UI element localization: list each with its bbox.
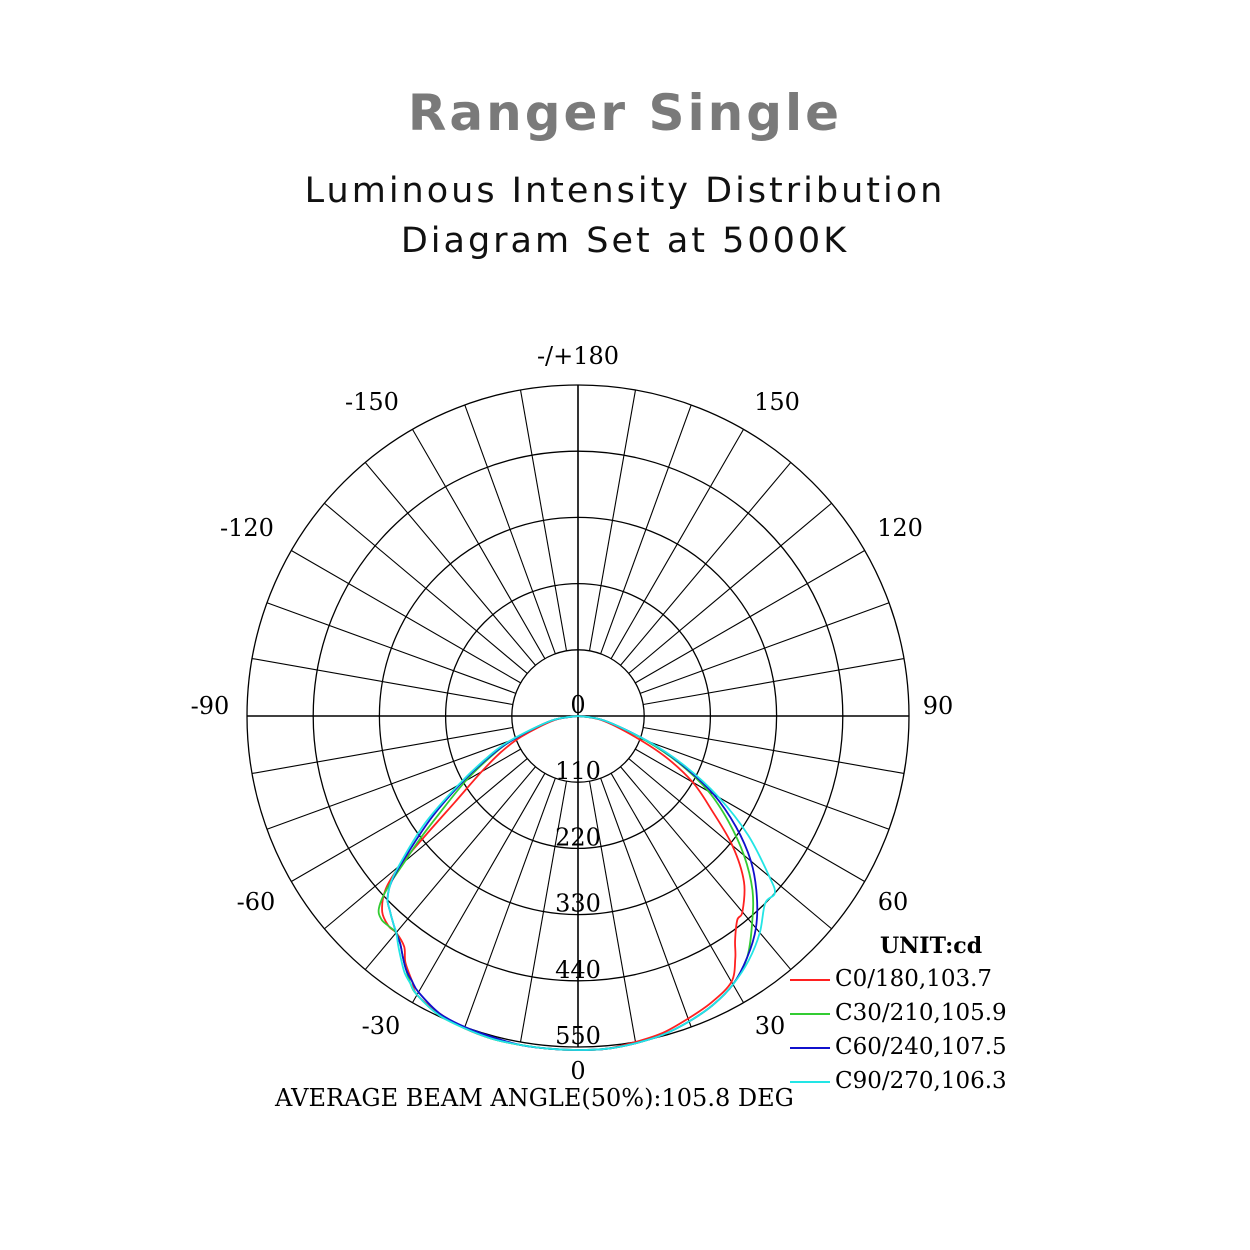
angle-label: -/+180 <box>537 342 619 370</box>
radial-tick-label: 220 <box>555 823 601 851</box>
grid-spoke <box>610 429 744 659</box>
subtitle-line-1: Luminous Intensity Distribution <box>304 171 946 211</box>
grid-spoke <box>324 758 528 930</box>
grid-spoke <box>628 758 832 930</box>
grid-spoke <box>600 404 692 654</box>
angle-label: 0 <box>570 1057 585 1085</box>
beam-angle-footer: AVERAGE BEAM ANGLE(50%):105.8 DEG <box>274 1084 794 1112</box>
chart-title: Ranger Single <box>407 84 843 142</box>
grid-spoke <box>412 429 546 659</box>
legend-unit: UNIT:cd <box>880 933 982 959</box>
angle-label: -30 <box>362 1012 401 1040</box>
grid-spoke <box>643 657 905 706</box>
legend: UNIT:cd C0/180,103.7 C30/210,105.9 C60/240,… <box>790 933 1007 1094</box>
angle-label: -90 <box>191 692 230 720</box>
grid-spoke <box>628 502 832 674</box>
grid-spoke <box>464 778 556 1028</box>
angle-label: 150 <box>754 388 800 416</box>
grid-spoke <box>610 773 744 1003</box>
radial-tick-label: 550 <box>555 1022 601 1050</box>
grid-spoke <box>620 462 792 666</box>
legend-entry: C60/240,107.5 <box>835 1034 1007 1060</box>
chart-subtitle: Luminous Intensity Distribution Diagram … <box>0 166 1250 266</box>
legend-entry: C0/180,103.7 <box>835 966 992 992</box>
grid-spoke <box>412 773 546 1003</box>
grid-spoke <box>364 766 536 970</box>
angle-label: 120 <box>877 514 923 542</box>
radial-tick-label: 440 <box>555 956 601 984</box>
series-curve-3 <box>386 715 776 1051</box>
angle-label: 60 <box>878 888 909 916</box>
grid-spoke <box>291 748 521 882</box>
angle-label: 90 <box>923 692 954 720</box>
grid-spoke <box>640 602 890 694</box>
legend-entry: C30/210,105.9 <box>835 1000 1007 1026</box>
legend-entry: C90/270,106.3 <box>835 1068 1007 1094</box>
grid-spoke <box>620 766 792 970</box>
grid-spoke <box>519 389 568 651</box>
angle-label: -60 <box>237 888 276 916</box>
polar-grid <box>246 384 910 1048</box>
intensity-curves <box>377 715 776 1051</box>
angle-label: 30 <box>755 1012 786 1040</box>
radial-tick-label: 110 <box>555 757 601 785</box>
grid-spoke <box>600 778 692 1028</box>
grid-spoke <box>519 781 568 1043</box>
grid-spoke <box>643 726 905 775</box>
grid-spoke <box>291 550 521 684</box>
grid-spoke <box>266 738 516 830</box>
angle-label: -150 <box>345 388 399 416</box>
grid-spoke <box>364 462 536 666</box>
radial-tick-label: 0 <box>570 691 585 719</box>
grid-spoke <box>324 502 528 674</box>
grid-spoke <box>635 550 865 684</box>
grid-spoke <box>588 781 637 1043</box>
grid-spoke <box>635 748 865 882</box>
angle-label: -120 <box>220 514 274 542</box>
grid-spoke <box>251 657 513 706</box>
grid-spoke <box>464 404 556 654</box>
grid-spoke <box>266 602 516 694</box>
subtitle-line-2: Diagram Set at 5000K <box>400 221 850 261</box>
polar-labels: -/+180 -150 150 -120 120 -90 90 -60 60 -30 30 0 0 110… <box>191 342 954 1112</box>
grid-spoke <box>588 389 637 651</box>
grid-spoke <box>640 738 890 830</box>
radial-tick-label: 330 <box>555 890 601 918</box>
grid-spoke <box>251 726 513 775</box>
